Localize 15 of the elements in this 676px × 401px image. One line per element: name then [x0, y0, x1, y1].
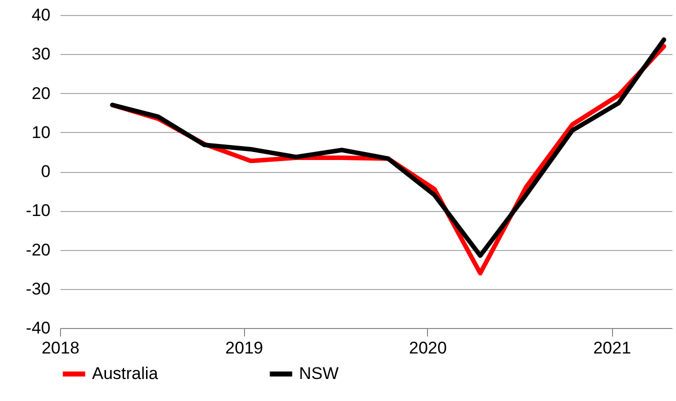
y-tick-label: 10 [32, 122, 50, 142]
x-tick-label: 2018 [42, 338, 80, 358]
y-tick-label: -40 [26, 318, 50, 338]
y-tick-label: 20 [32, 84, 50, 103]
y-tick-label: -30 [26, 279, 50, 298]
x-tick-label: 2020 [408, 338, 447, 358]
y-tick-label: -10 [26, 201, 50, 220]
y-tick-label: -20 [26, 240, 50, 260]
x-tick-label: 2021 [593, 338, 632, 358]
x-tick-label: 2019 [225, 338, 264, 358]
legend-label: Australia [92, 364, 159, 383]
legend-label: NSW [299, 364, 339, 383]
y-tick-label: 40 [32, 6, 50, 24]
y-tick-label: 0 [41, 162, 50, 181]
y-tick-label: 30 [32, 44, 50, 64]
